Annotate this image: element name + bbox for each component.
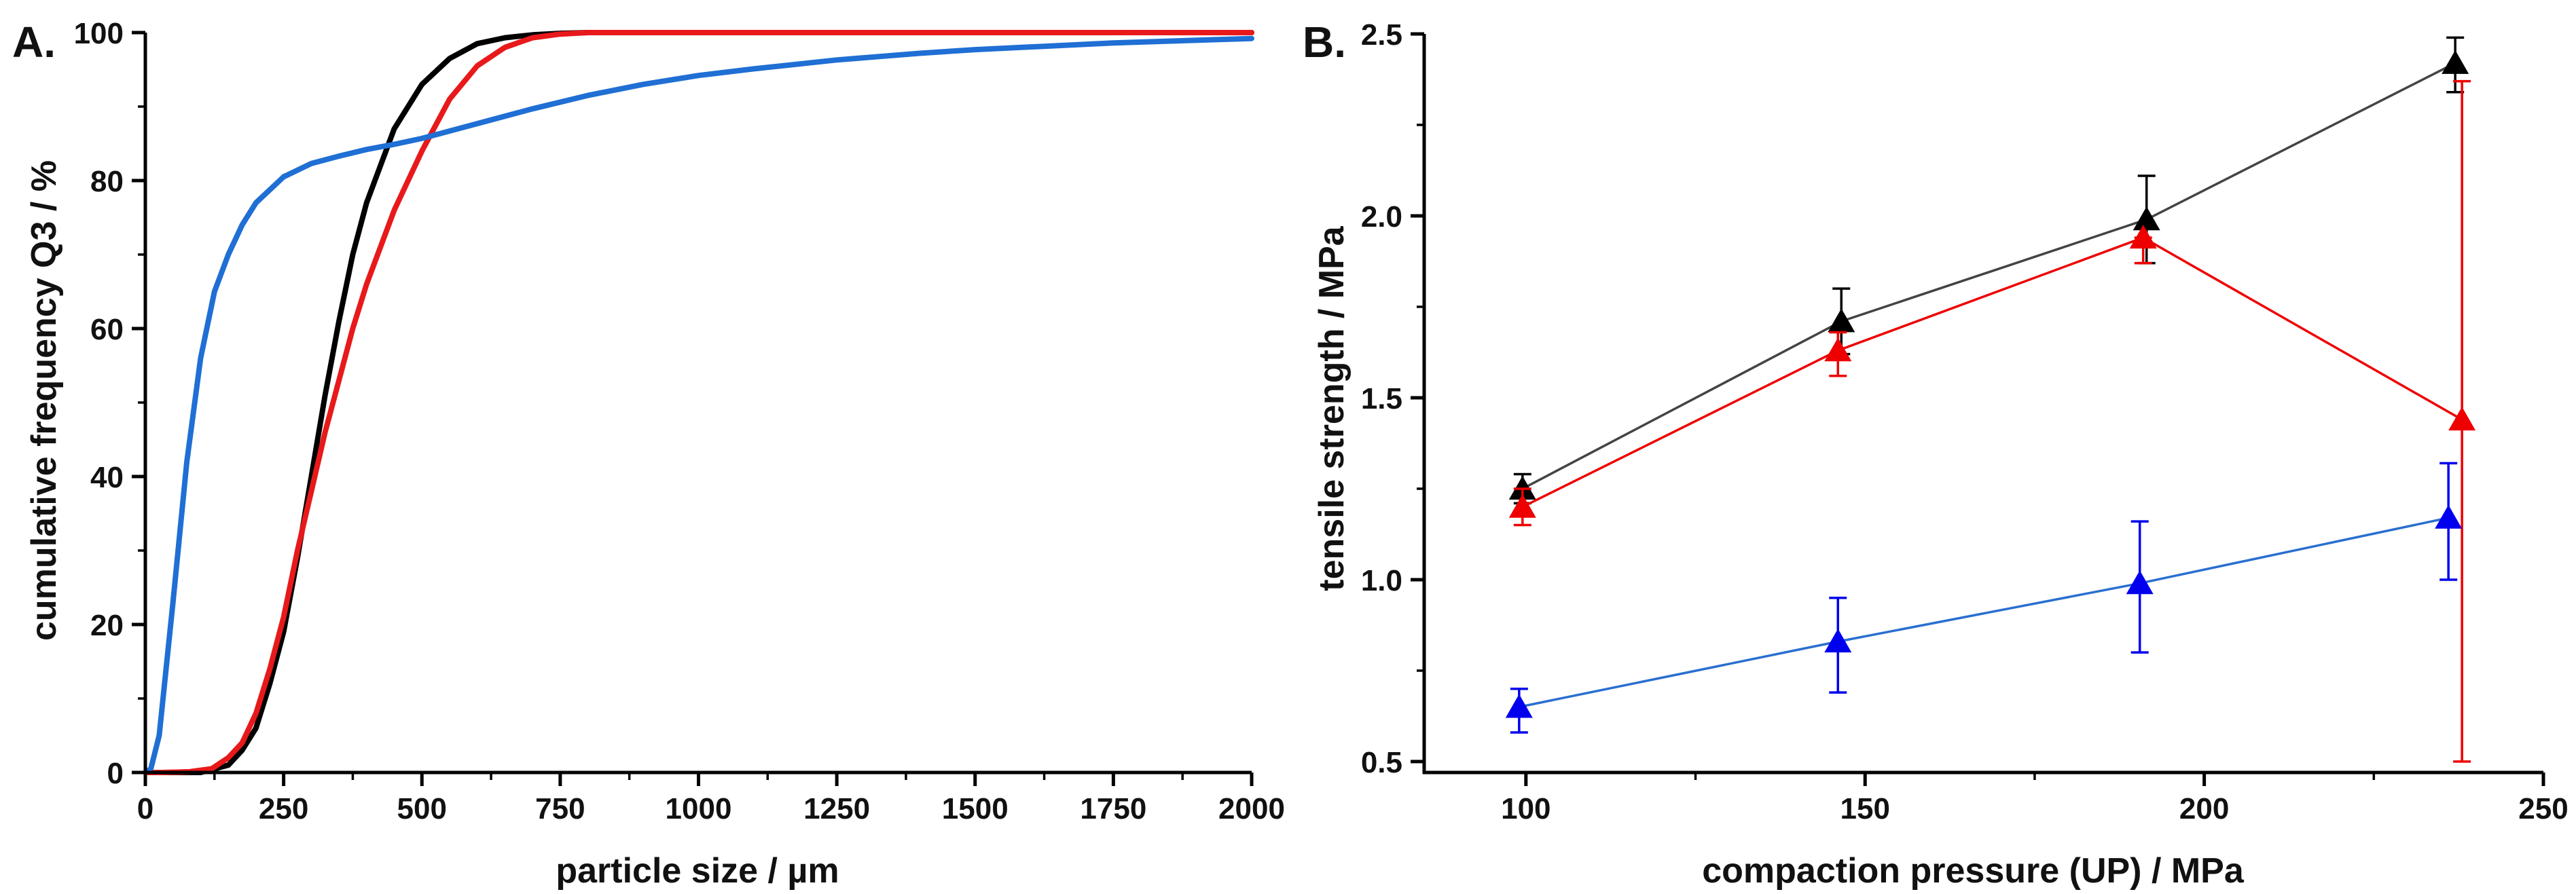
panel-b-y-tick-label: 1.5 [1361, 382, 1402, 415]
panel-b-line-blue [1519, 517, 2449, 709]
panel-a-x-tick-label: 2000 [1218, 792, 1285, 825]
panel-a-y-tick-label: 40 [90, 461, 124, 494]
panel-b-marker-red [2448, 407, 2476, 431]
panel-b-marker-black [2442, 50, 2469, 74]
panel-a-y-ticks: 0 20 40 60 80 100 [74, 17, 145, 790]
panel-a-y-tick-label: 80 [90, 165, 124, 198]
panel-a-curve-red [143, 30, 1254, 775]
panel-a: A. 0 250 500 750 1000 1250 1500 1750 2000 0 20 40 6… [12, 17, 1285, 891]
panel-a-x-tick-label: 250 [259, 792, 308, 825]
panel-b-marker-red [2129, 225, 2157, 249]
panel-b-axes [1422, 34, 2543, 775]
panel-a-x-ticks: 0 250 500 750 1000 1250 1500 1750 2000 [137, 772, 1285, 825]
panel-b-y-ticks: 0.5 1.0 1.5 2.0 2.5 [1361, 18, 1424, 779]
panel-b-marker-blue [1505, 694, 1533, 718]
panel-b-x-tick-label: 250 [2518, 792, 2568, 825]
panel-a-x-tick-label: 1250 [803, 792, 870, 825]
panel-a-x-tick-label: 500 [397, 792, 447, 825]
panel-b-line-black [1521, 62, 2456, 490]
panel-b-marker-red [1824, 337, 1852, 362]
panel-b-marker-blue [1824, 629, 1852, 653]
panel-b-series [1505, 36, 2476, 763]
panel-a-y-tick-label: 60 [90, 313, 124, 346]
panel-a-x-tick-label: 1750 [1080, 792, 1146, 825]
panel-a-x-tick-label: 750 [535, 792, 585, 825]
panel-b-x-ticks: 100 150 200 250 [1501, 772, 2569, 825]
panel-b-y-tick-label: 0.5 [1361, 746, 1402, 779]
panel-b-marker-black [1828, 308, 1855, 333]
panel-b-y-tick-label: 1.0 [1361, 564, 1402, 597]
panel-a-x-tick-label: 1000 [666, 792, 732, 825]
panel-a-x-tick-label: 0 [137, 792, 153, 825]
panel-a-y-axis-title: cumulative frequency Q3 / % [24, 160, 64, 641]
panel-b-line-red [1522, 236, 2463, 508]
panel-a-x-axis-title: particle size / µm [556, 851, 839, 891]
panel-b-x-tick-label: 150 [1840, 792, 1890, 825]
panel-b-marker-black [2133, 206, 2160, 231]
panel-a-axes [143, 33, 1252, 775]
panel-b-label: B. [1303, 18, 1346, 67]
panel-a-series [143, 30, 1254, 775]
panel-b-x-tick-label: 100 [1501, 792, 1550, 825]
panel-a-y-tick-label: 100 [74, 17, 124, 50]
panel-a-curve-blue [143, 35, 1254, 775]
panel-b: B. 100 150 200 250 0.5 1.0 1.5 2.0 2.5 compacti… [1303, 18, 2569, 891]
panel-a-y-tick-label: 0 [107, 757, 124, 790]
panel-b-marker-red [1508, 493, 1536, 518]
panel-b-y-tick-label: 2.0 [1361, 200, 1402, 234]
panel-a-label: A. [12, 18, 56, 67]
panel-a-y-tick-label: 20 [90, 609, 124, 642]
panel-b-x-tick-label: 200 [2179, 792, 2229, 825]
panel-b-marker-blue [2435, 504, 2463, 529]
panel-b-y-tick-label: 2.5 [1361, 18, 1402, 52]
panel-a-x-tick-label: 1500 [942, 792, 1009, 825]
panel-b-marker-blue [2126, 570, 2154, 595]
panel-b-x-axis-title: compaction pressure (UP) / MPa [1702, 851, 2245, 891]
panel-b-y-axis-title: tensile strength / MPa [1312, 225, 1352, 591]
panel-a-curve-black [143, 30, 1254, 775]
